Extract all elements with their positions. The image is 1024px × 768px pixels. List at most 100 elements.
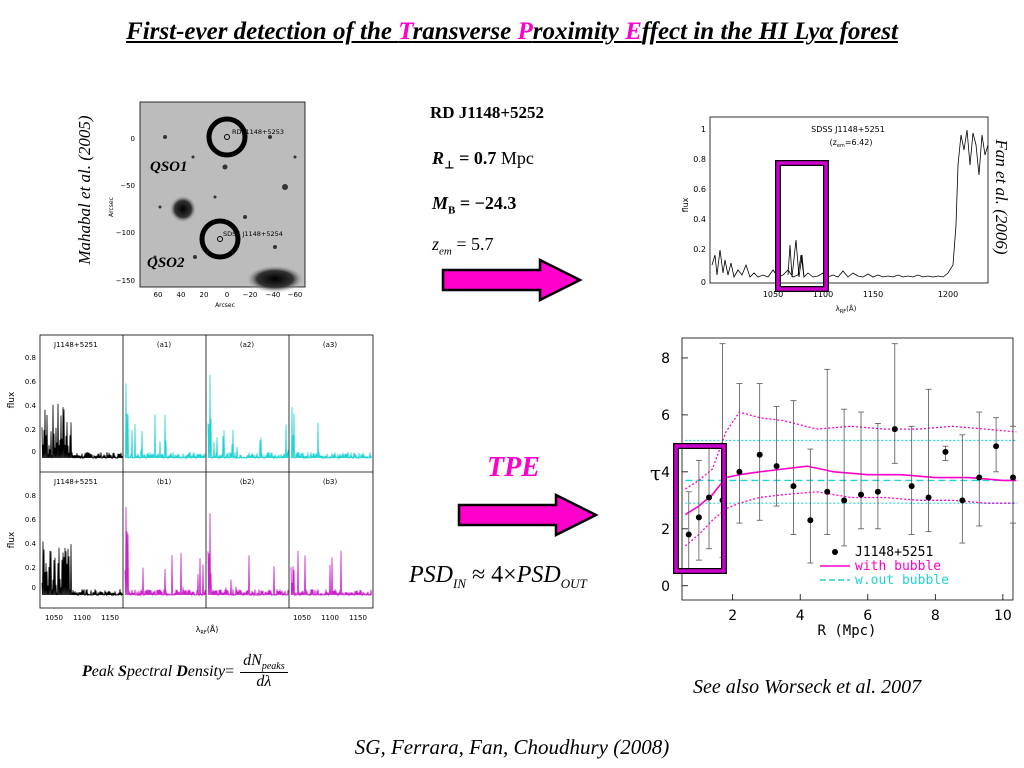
grid-ylabel-top: flux: [7, 391, 17, 408]
object-name: RD J1148+5252: [430, 103, 545, 122]
bubble-line: [684, 465, 1017, 516]
spec-xlabel: λRF(Å): [836, 304, 857, 315]
tau-xtick: 8: [931, 608, 940, 624]
bubble-box-highlight: [776, 161, 828, 291]
qso1-label: QSO1: [150, 159, 188, 175]
mb-sub: B: [448, 204, 456, 217]
grid-label-bottom: (b3): [323, 478, 338, 486]
slide-title: First-ever detection of the Transverse P…: [0, 18, 1024, 46]
citation: SG, Ferrara, Fan, Choudhury (2008): [354, 735, 670, 759]
qso-field-image: RD J1148+5253 SDSS J1148+5254 QSO1 QSO2 …: [95, 97, 310, 309]
mini-spectrum-line: [207, 374, 289, 460]
spec-object-label: SDSS J1148+5251: [811, 125, 885, 134]
img-ytick: 0: [131, 135, 135, 143]
img-ylabel: Arcsec: [108, 197, 115, 217]
img-xlabel: Arcsec: [215, 302, 235, 309]
psd-formula: Peak Spectral Density= dNpeaks dλ: [82, 652, 288, 691]
grid-ytick: 0.4: [25, 402, 37, 410]
data-point: [959, 497, 966, 504]
mb-value: = −24.3: [459, 193, 517, 213]
spectrum-line: [711, 129, 989, 279]
img-xtick: 60: [154, 291, 163, 299]
formula-denominator: dλ: [256, 673, 272, 691]
img-xtick: −60: [288, 291, 303, 299]
data-point: [874, 488, 881, 495]
mini-spectrum-line: [124, 506, 206, 597]
grid-ytick: 0.4: [25, 540, 37, 548]
data-point: [790, 483, 797, 490]
title-word-p: roximity: [532, 18, 626, 45]
spec-ylabel: flux: [681, 197, 690, 212]
title-letter-e: E: [625, 18, 642, 45]
tau-xtick: 4: [796, 608, 805, 624]
mini-spectrum-line: [290, 407, 372, 460]
r-perp-unit: Mpc: [500, 148, 534, 168]
img-ytick: −100: [116, 229, 135, 237]
tau-xtick: 2: [728, 608, 737, 624]
spec-ytick: 0.8: [693, 155, 706, 164]
qso2-circle-marker: [199, 218, 241, 260]
data-point: [841, 497, 848, 504]
grid-xtick: 1050: [45, 614, 63, 622]
title-prefix: First-ever detection of the: [126, 18, 399, 45]
grid-ytick: 0.8: [25, 354, 36, 362]
arrow-right-icon: [441, 257, 583, 303]
see-also-note: See also Worseck et al. 2007: [693, 676, 922, 698]
label-sdss-j1148: SDSS J1148+5254: [223, 230, 283, 238]
zem-line: zem = 5.7: [432, 234, 494, 258]
inner-region-box: [674, 444, 726, 573]
spec-ytick: 1: [701, 125, 706, 134]
legend-nobubble: w.out bubble: [855, 573, 949, 588]
img-ytick: −150: [116, 277, 135, 285]
grid-ytick: 0.2: [25, 564, 36, 572]
grid-ytick: 0: [32, 448, 36, 456]
img-ytick: −50: [120, 182, 135, 190]
tau-frame: [681, 337, 1014, 601]
tau-xlabel: R (Mpc): [817, 623, 876, 639]
qso1-circle-marker: [206, 116, 248, 158]
data-point: [807, 517, 814, 524]
zem-symbol: z: [432, 234, 440, 254]
legend-data: J1148+5251: [855, 545, 933, 560]
title-letter-t: T: [398, 18, 413, 45]
spec-ytick: 0.4: [693, 215, 706, 224]
spec-xtick: 1200: [938, 290, 958, 299]
formula-numerator-sub: peaks: [261, 661, 285, 673]
tau-ytick: 8: [661, 351, 670, 367]
spectrum-grid: J1148+5251 (a1) (a2) (a3) J1148+5251 (b1…: [7, 334, 374, 635]
spec-ytick: 0.6: [693, 185, 706, 194]
grid-xlabel: λRF(Å): [196, 623, 219, 635]
grid-label-top: (a1): [157, 341, 171, 349]
grid-ylabel-bottom: flux: [7, 531, 17, 548]
psd-out-sub: OUT: [560, 575, 587, 591]
mb-symbol: M: [432, 193, 449, 213]
zem-value: = 5.7: [456, 234, 494, 254]
title-word-t: ransverse: [412, 18, 518, 45]
grid-ytick: 0.2: [25, 426, 36, 434]
spec-xtick: 1150: [863, 290, 883, 299]
tau-ylabel: τ: [650, 461, 661, 485]
data-point: [695, 514, 702, 521]
grid-xtick: 1150: [349, 614, 367, 622]
grid-label-top: J1148+5251: [53, 341, 98, 349]
grid-label-top: (a3): [323, 341, 337, 349]
data-point: [891, 426, 898, 433]
spec-ytick: 0: [701, 278, 706, 287]
grid-label-bottom: (b1): [157, 478, 172, 486]
legend-bubble: with bubble: [855, 559, 941, 574]
r-perp-symbol: R: [432, 148, 445, 168]
qso2-label: QSO2: [147, 255, 185, 271]
formula-numerator: dN: [243, 652, 262, 669]
tau-chart: 0 2 4 6 8 2 4 6 8 10 τ R (Mpc) J1148+5251 with bu…: [650, 337, 1017, 639]
tau-xtick: 6: [863, 608, 872, 624]
zem-sub: em: [439, 245, 452, 258]
data-point: [993, 443, 1000, 450]
bubble-upper-line: [685, 411, 1017, 490]
img-xtick: −40: [266, 291, 281, 299]
spec-ytick: 0.2: [693, 245, 706, 254]
data-point: [858, 491, 865, 498]
mb-line: MB = −24.3: [432, 193, 516, 217]
credit-mahabal: Mahabal et al. (2005): [75, 115, 94, 265]
img-xtick: 20: [200, 291, 209, 299]
data-point: [824, 488, 831, 495]
